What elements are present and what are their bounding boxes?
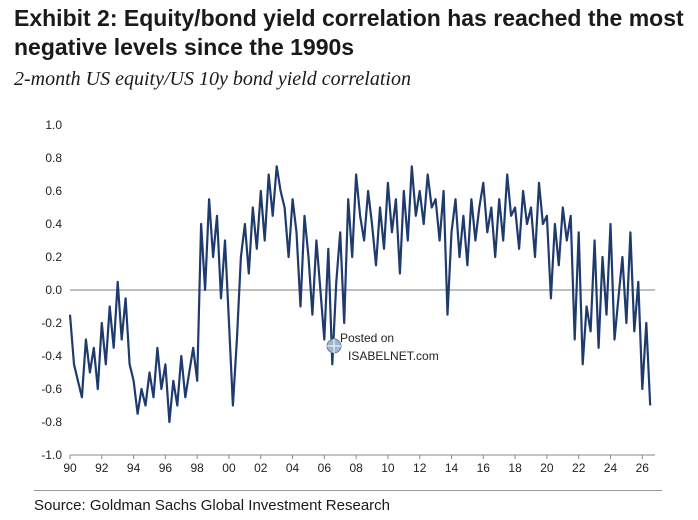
x-tick-label: 26 — [636, 461, 650, 475]
x-tick-label: 06 — [318, 461, 332, 475]
correlation-chart: 1.0 0.8 0.6 0.4 0.2 0.0 -0.2 -0.4 -0.6 -0.8 -1.0 9… — [41, 118, 655, 475]
watermark-globe-icon — [326, 338, 342, 354]
x-tick-label: 18 — [508, 461, 522, 475]
x-tick-label: 02 — [254, 461, 268, 475]
y-tick-label: 0.8 — [45, 151, 62, 165]
y-tick-label: -1.0 — [41, 448, 62, 462]
source-note: Source: Goldman Sachs Global Investment … — [34, 497, 391, 514]
y-tick-label: -0.4 — [41, 349, 62, 363]
x-tick-label: 16 — [477, 461, 491, 475]
x-tick-label: 00 — [222, 461, 236, 475]
x-tick-label: 08 — [349, 461, 363, 475]
x-tick-label: 94 — [127, 461, 141, 475]
x-tick-label: 90 — [63, 461, 77, 475]
y-tick-label: 1.0 — [45, 118, 62, 132]
y-tick-label: 0.2 — [45, 250, 62, 264]
y-axis: 1.0 0.8 0.6 0.4 0.2 0.0 -0.2 -0.4 -0.6 -0.8 -1.0 — [41, 118, 62, 462]
x-tick-label: 20 — [540, 461, 554, 475]
y-tick-label: 0.6 — [45, 184, 62, 198]
y-tick-label: -0.8 — [41, 415, 62, 429]
y-tick-label: 0.0 — [45, 283, 62, 297]
x-tick-label: 92 — [95, 461, 109, 475]
x-tick-label: 12 — [413, 461, 427, 475]
x-axis: 90 92 94 96 98 00 02 04 06 08 10 12 14 16 18 20 22 24 26 — [63, 454, 655, 475]
chart-subtitle: 2-month US equity/US 10y bond yield corr… — [14, 68, 411, 90]
y-tick-label: 0.4 — [45, 217, 62, 231]
watermark-site: ISABELNET.com — [348, 349, 439, 363]
y-tick-label: -0.6 — [41, 382, 62, 396]
x-tick-label: 22 — [572, 461, 586, 475]
x-tick-label: 04 — [286, 461, 300, 475]
x-tick-label: 96 — [159, 461, 173, 475]
x-tick-label: 14 — [445, 461, 459, 475]
series-line-equity-bond-correlation — [68, 165, 652, 424]
source-divider — [34, 490, 662, 491]
watermark: Posted on ISABELNET.com — [326, 331, 439, 363]
x-tick-label: 24 — [604, 461, 618, 475]
x-tick-label: 98 — [190, 461, 204, 475]
y-tick-label: -0.2 — [41, 316, 62, 330]
chart-title: Exhibit 2: Equity/bond yield correlation… — [14, 5, 684, 60]
watermark-posted-on: Posted on — [340, 331, 394, 345]
x-tick-label: 10 — [381, 461, 395, 475]
